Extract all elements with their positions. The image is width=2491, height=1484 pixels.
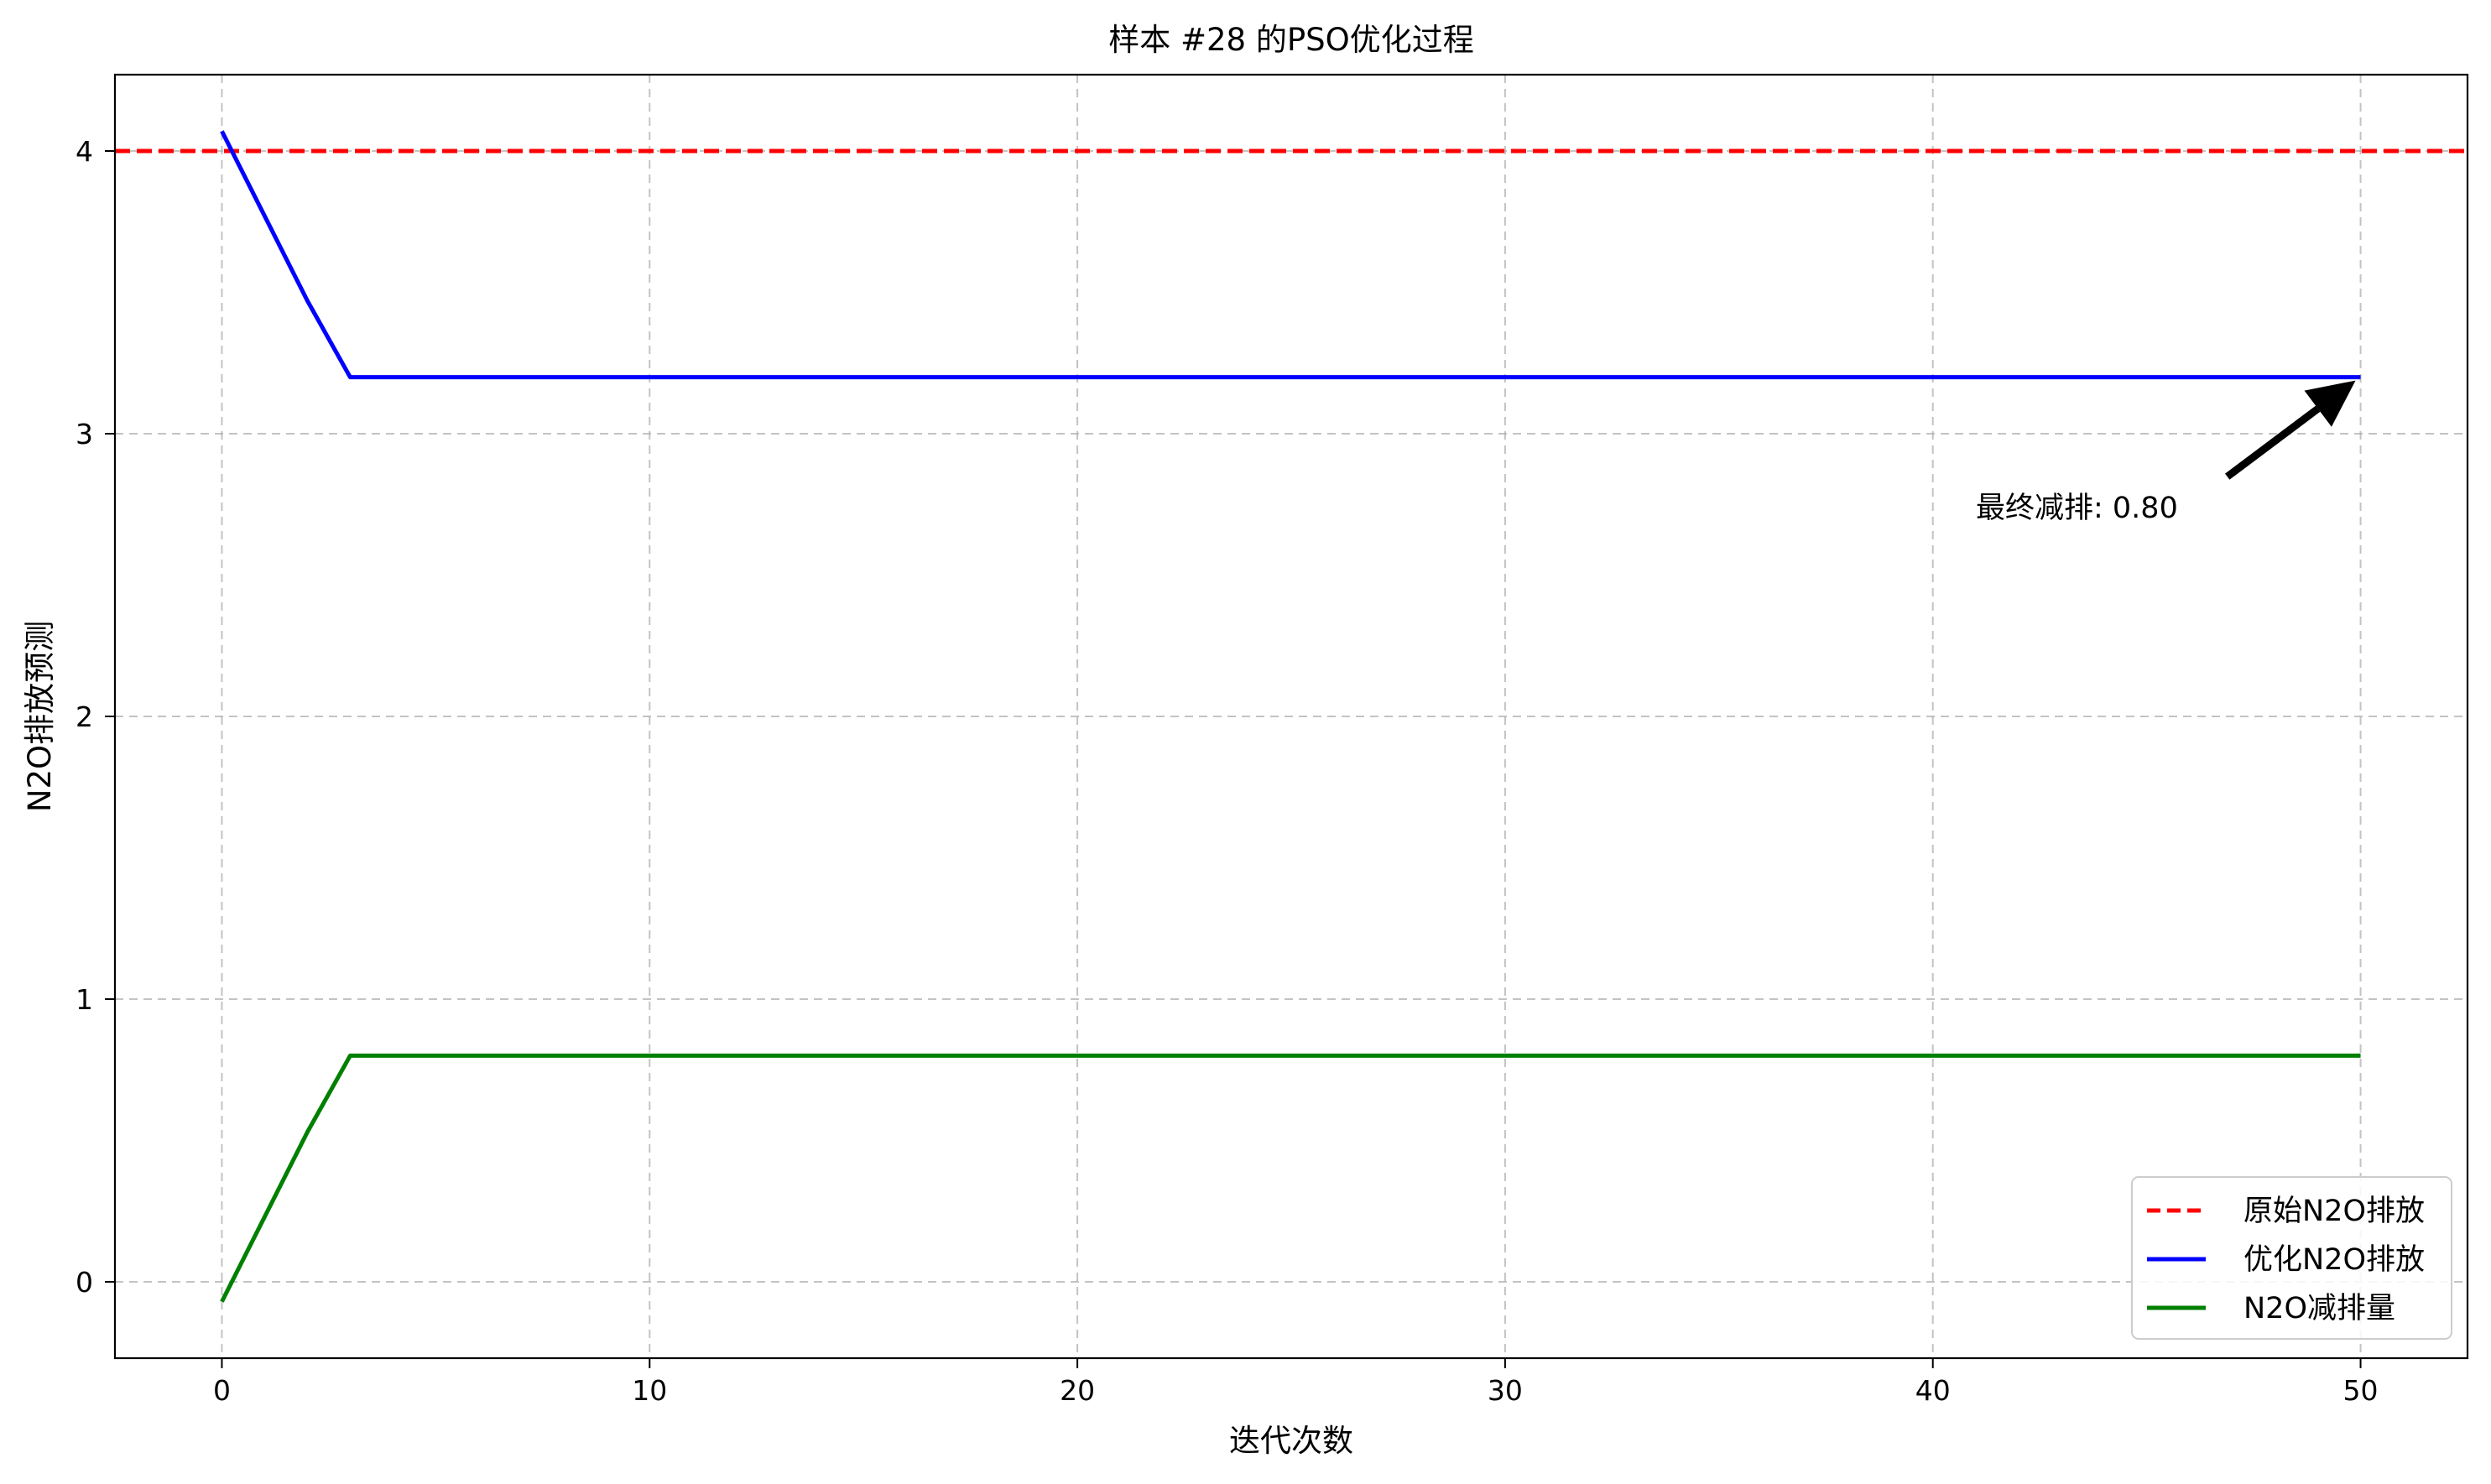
y-tick-label: 0 bbox=[76, 1266, 93, 1299]
y-tick-label: 1 bbox=[76, 983, 93, 1016]
legend-label-0: 原始N2O排放 bbox=[2243, 1195, 2425, 1228]
y-tick-label: 4 bbox=[76, 135, 93, 168]
annotation-arrow-shaft bbox=[2225, 405, 2321, 480]
annotation-text: 最终减排: 0.80 bbox=[1976, 492, 2178, 525]
legend-label-2: N2O减排量 bbox=[2243, 1292, 2395, 1325]
series-line-2 bbox=[220, 1053, 2361, 1303]
legend-label-1: 优化N2O排放 bbox=[2243, 1243, 2425, 1277]
annotation: 最终减排: 0.80 bbox=[1976, 380, 2356, 525]
x-tick-label: 40 bbox=[1915, 1374, 1951, 1407]
legend-box bbox=[2131, 1176, 2452, 1340]
grid bbox=[115, 75, 2468, 1358]
x-tick-label: 50 bbox=[2343, 1374, 2379, 1407]
x-tick-label: 30 bbox=[1488, 1374, 1523, 1407]
chart-title: 样本 #28 的PSO优化过程 bbox=[1108, 22, 1474, 58]
axis-ticks: 0 10 20 30 40 50 0 1 2 3 4 bbox=[76, 135, 2379, 1407]
series-line-1 bbox=[220, 130, 2361, 380]
series-lines bbox=[115, 130, 2468, 1303]
x-tick-label: 20 bbox=[1060, 1374, 1095, 1407]
y-tick-label: 2 bbox=[76, 700, 93, 733]
y-tick-label: 3 bbox=[76, 418, 93, 450]
x-tick-label: 0 bbox=[213, 1374, 231, 1407]
x-tick-label: 10 bbox=[632, 1374, 667, 1407]
y-axis-label: N2O排放预测 bbox=[22, 621, 58, 812]
annotation-arrow-head bbox=[2304, 380, 2356, 427]
x-axis-label: 迭代次数 bbox=[1229, 1423, 1353, 1459]
